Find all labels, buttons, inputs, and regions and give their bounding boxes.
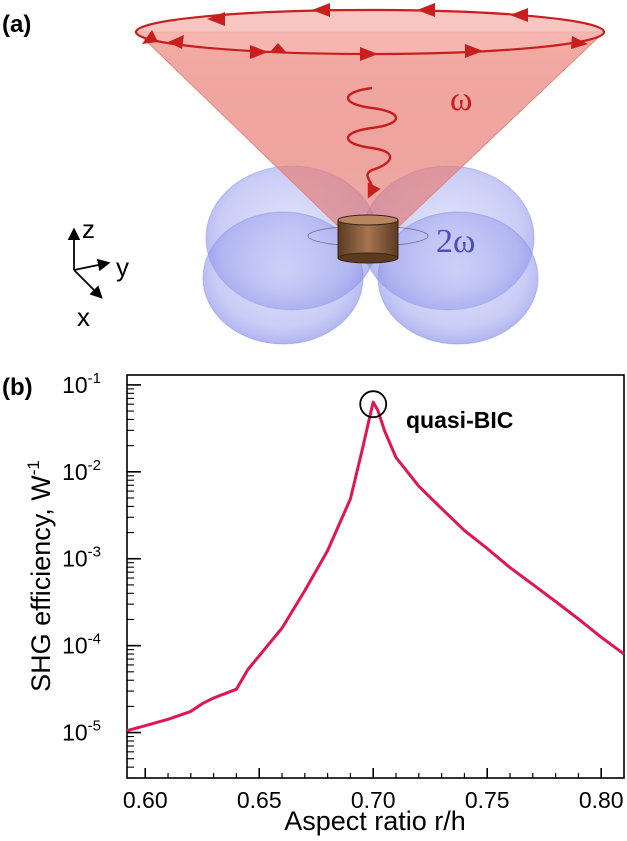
x-tick-label: 0.70 [351, 787, 396, 813]
beam-ring [134, 8, 606, 56]
y-axis-ticks: 10-5 10-4 10-3 10-2 10-1 [62, 370, 141, 779]
y-axis-title: SHG efficiency, W-1 [24, 460, 56, 692]
shg-plot: 0.60 0.65 0.70 0.75 0.80 10-510-410-310-210-… [62, 370, 625, 813]
y-axis-title-sup: -1 [24, 460, 43, 475]
y-axis-title-text: SHG efficiency, W [26, 475, 56, 692]
panel-a-label: (a) [2, 11, 31, 38]
plot-frame [126, 374, 625, 779]
two-omega-label: 2ω [436, 223, 475, 260]
nanodisk [307, 214, 429, 264]
x-tick-label: 0.65 [237, 787, 282, 813]
quasi-bic-annotation: quasi-BIC [406, 407, 513, 433]
x-tick-label: 0.60 [123, 787, 168, 813]
axis-y-label: y [116, 252, 129, 282]
y-tick-label: 10-4 [62, 631, 101, 659]
panel-a: (a) [2, 3, 606, 345]
ring-arrows [142, 3, 588, 61]
svg-text:SHG efficiency, W-1: SHG efficiency, W-1 [24, 460, 56, 692]
axis-x-label: x [77, 302, 90, 332]
y-tick-label: 10-3 [62, 544, 101, 572]
pump-wave [347, 86, 397, 199]
x-axis-ticks: 0.60 0.65 0.70 0.75 0.80 [123, 768, 624, 813]
panel-b: (b) 0.60 0.65 0.70 0.75 0.80 10-510-410-310-… [2, 370, 625, 836]
omega-label: ω [450, 81, 472, 118]
x-axis-title: Aspect ratio r/h [284, 806, 466, 836]
pump-beam-cone: ω [134, 3, 606, 231]
y-tick-label: 10-2 [62, 457, 101, 485]
axis-z-label: z [82, 214, 95, 244]
x-tick-label: 0.80 [579, 787, 624, 813]
coordinate-axes [67, 227, 111, 299]
y-tick-label: 10-5 [62, 718, 101, 746]
quasi-bic-marker [359, 390, 388, 419]
panel-b-label: (b) [2, 374, 33, 401]
y-tick-label: 10-1 [62, 370, 101, 398]
x-tick-label: 0.75 [465, 787, 510, 813]
shg-efficiency-line [126, 400, 625, 733]
